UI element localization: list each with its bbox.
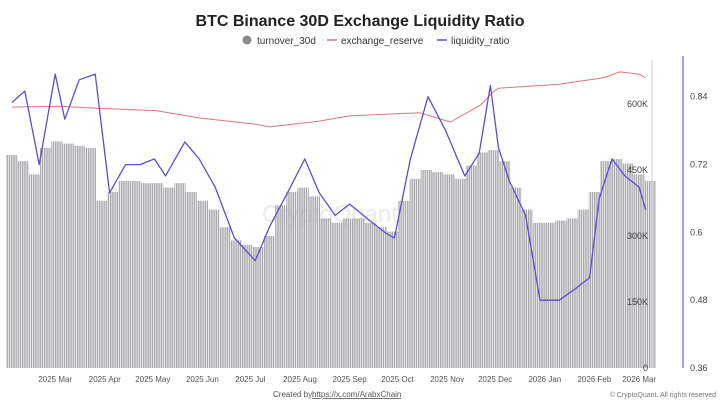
turnover-bar (342, 218, 354, 368)
x-axis-tick-label: 2025 Apr (89, 375, 121, 384)
x-axis-tick-label: 2025 Sep (332, 375, 367, 384)
left-axis-tick-label: 300K (627, 231, 648, 241)
turnover-bar (252, 247, 264, 368)
turnover-bar (297, 187, 309, 368)
turnover-bar (28, 174, 40, 368)
right-axis-ticks: 0.36 0.48 0.6 0.72 0.84 (690, 92, 708, 373)
turnover-bar (544, 222, 556, 368)
left-axis-tick-label: 150K (627, 297, 648, 307)
turnover-bar (499, 161, 511, 368)
series-lines (11, 71, 647, 301)
turnover-bar (320, 218, 332, 368)
turnover-bar (353, 218, 365, 368)
copyright: © CryptoQuant. All rights reserved (610, 391, 716, 399)
turnover-bar (230, 240, 242, 368)
x-axis-tick-label: 2026 Mar (622, 375, 656, 384)
turnover-bar (118, 181, 130, 368)
turnover-bar (611, 159, 623, 368)
turnover-bar (532, 222, 544, 368)
turnover-bar (219, 227, 231, 368)
turnover-bar (17, 161, 29, 368)
turnover-bar (174, 183, 186, 368)
x-axis-tick-label: 2025 Jun (186, 375, 219, 384)
turnover-bar (588, 192, 600, 368)
turnover-bar (129, 181, 141, 368)
x-axis-tick-label: 2025 May (135, 375, 170, 384)
turnover-bar (40, 148, 52, 368)
turnover-bar (73, 145, 85, 368)
created-by-link[interactable]: https://x.com/ArabxChain (312, 390, 401, 399)
right-axis-tick-label: 0.72 (690, 160, 708, 170)
turnover-bar (185, 192, 197, 368)
x-axis-tick-label: 2025 Jul (235, 375, 265, 384)
x-axis-tick-label: 2025 Oct (381, 375, 414, 384)
turnover-bar (510, 187, 522, 368)
turnover-bar (644, 181, 656, 368)
left-axis-tick-label: 0 (643, 363, 648, 373)
left-axis-ticks: 0 150K 300K 450K 600K (627, 99, 648, 373)
turnover-bar (633, 174, 645, 368)
turnover-bar (465, 165, 477, 368)
right-axis-tick-label: 0.84 (690, 92, 708, 102)
x-axis-tick-label: 2026 Jan (528, 375, 561, 384)
turnover-bar (476, 152, 488, 368)
left-axis-tick-label: 450K (627, 165, 648, 175)
turnover-bar (364, 222, 376, 368)
turnover-bar (420, 170, 432, 368)
turnover-bar (208, 209, 220, 368)
x-axis-tick-label: 2025 Nov (430, 375, 464, 384)
turnover-bar (275, 205, 287, 368)
legend-item-liquidity_ratio[interactable]: liquidity_ratio (451, 36, 510, 47)
turnover-bar (454, 178, 466, 368)
x-axis-tick-label: 2025 Aug (283, 375, 317, 384)
turnover-bar (555, 220, 567, 368)
liquidity_ratio-line (11, 73, 647, 301)
turnover-bar (107, 192, 119, 368)
right-axis-tick-label: 0.36 (690, 363, 708, 373)
turnover-bar (163, 187, 175, 368)
turnover-bar (286, 192, 298, 368)
turnover-bar (577, 209, 589, 368)
turnover-bar (241, 244, 253, 368)
right-axis-tick-label: 0.6 (690, 227, 703, 237)
exchange_reserve-line (11, 71, 646, 128)
turnover-bar (622, 163, 634, 368)
x-axis-tick-label: 2026 Feb (577, 375, 611, 384)
turnover-bar (488, 150, 500, 368)
left-axis-tick-label: 600K (627, 99, 648, 109)
turnover-bar (196, 200, 208, 368)
turnover-bar (152, 183, 164, 368)
turnover-bar (140, 183, 152, 368)
turnover-bar (6, 155, 18, 368)
turnover-bar (96, 200, 108, 368)
created-by-label: Created by: (273, 390, 314, 399)
legend-item-exchange_reserve[interactable]: exchange_reserve (341, 36, 424, 47)
legend-dot-icon (242, 35, 252, 45)
turnover-bar (62, 143, 74, 368)
turnover-bar (308, 196, 320, 368)
turnover-bar (398, 200, 410, 368)
turnover-bar (432, 172, 444, 368)
turnover-bar (331, 222, 343, 368)
legend: turnover_30d exchange_reserve liquidity_ra… (242, 35, 510, 47)
turnover-bar (409, 178, 421, 368)
chart-title: BTC Binance 30D Exchange Liquidity Ratio (196, 13, 525, 30)
turnover-bar (51, 141, 63, 368)
legend-item-turnover_30d[interactable]: turnover_30d (257, 36, 316, 47)
turnover-bar (84, 148, 96, 368)
turnover-bar (264, 236, 276, 368)
turnover-bar (387, 231, 399, 368)
x-axis-tick-label: 2025 Mar (38, 375, 72, 384)
x-axis-tick-label: 2025 Dec (478, 375, 512, 384)
turnover-bar (521, 209, 533, 368)
turnover-bar (566, 218, 578, 368)
turnover-bars (6, 141, 656, 368)
turnover-bar (443, 174, 455, 368)
x-axis-ticks: 2025 Mar 2025 Apr 2025 May 2025 Jun 2025 Jul… (38, 375, 656, 384)
right-axis-tick-label: 0.48 (690, 295, 708, 305)
turnover-bar (600, 161, 612, 368)
turnover-bar (376, 227, 388, 368)
